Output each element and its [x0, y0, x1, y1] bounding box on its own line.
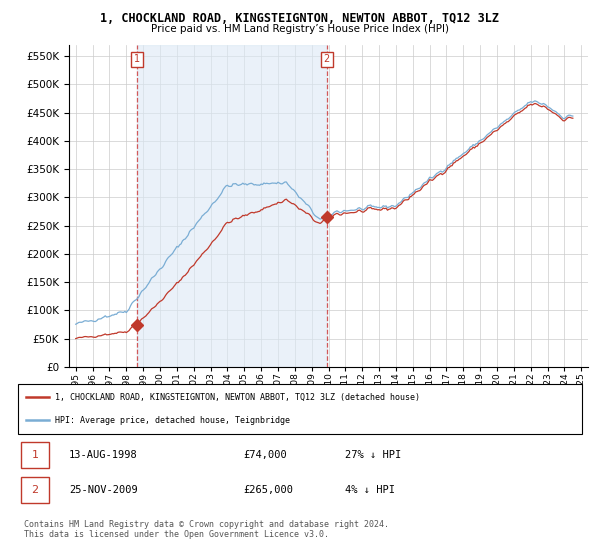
Text: 1, CHOCKLAND ROAD, KINGSTEIGNTON, NEWTON ABBOT, TQ12 3LZ (detached house): 1, CHOCKLAND ROAD, KINGSTEIGNTON, NEWTON… — [55, 393, 419, 402]
Text: 1, CHOCKLAND ROAD, KINGSTEIGNTON, NEWTON ABBOT, TQ12 3LZ: 1, CHOCKLAND ROAD, KINGSTEIGNTON, NEWTON… — [101, 12, 499, 25]
Text: £74,000: £74,000 — [244, 450, 287, 460]
FancyBboxPatch shape — [21, 477, 49, 503]
Bar — [137, 45, 327, 367]
Text: 13-AUG-1998: 13-AUG-1998 — [69, 450, 137, 460]
FancyBboxPatch shape — [18, 384, 582, 434]
Text: Price paid vs. HM Land Registry’s House Price Index (HPI): Price paid vs. HM Land Registry’s House … — [151, 24, 449, 34]
Text: 4% ↓ HPI: 4% ↓ HPI — [345, 485, 395, 495]
Text: 1: 1 — [31, 450, 38, 460]
Text: Contains HM Land Registry data © Crown copyright and database right 2024.
This d: Contains HM Land Registry data © Crown c… — [24, 520, 389, 539]
Text: 2: 2 — [323, 54, 330, 64]
Text: 2: 2 — [31, 485, 38, 495]
Text: 1: 1 — [134, 54, 140, 64]
Text: £265,000: £265,000 — [244, 485, 293, 495]
Text: 25-NOV-2009: 25-NOV-2009 — [69, 485, 137, 495]
Text: 27% ↓ HPI: 27% ↓ HPI — [345, 450, 401, 460]
Text: HPI: Average price, detached house, Teignbridge: HPI: Average price, detached house, Teig… — [55, 416, 290, 425]
FancyBboxPatch shape — [21, 442, 49, 469]
